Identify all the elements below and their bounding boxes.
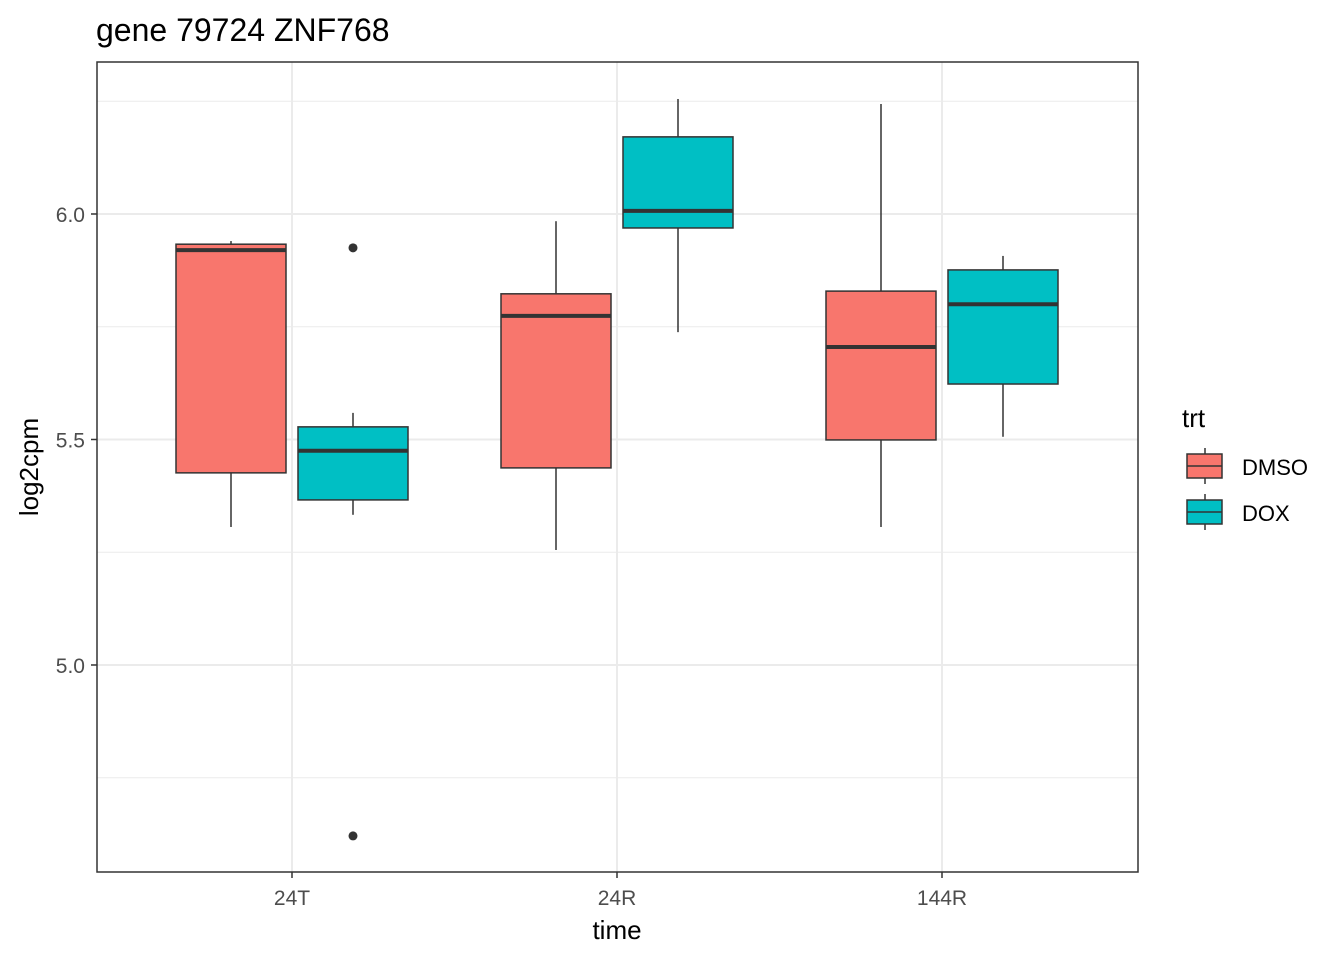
legend-label: DOX bbox=[1242, 501, 1290, 526]
y-axis-label: log2cpm bbox=[14, 418, 44, 516]
boxes bbox=[175, 98, 1059, 841]
y-tick-label: 5.0 bbox=[56, 655, 85, 678]
chart-title: gene 79724 ZNF768 bbox=[96, 12, 390, 48]
x-tick-label: 144R bbox=[917, 887, 967, 910]
box-dox-24r bbox=[622, 136, 734, 229]
legend-title: trt bbox=[1182, 403, 1206, 433]
x-axis-label: time bbox=[592, 915, 641, 945]
x-tick-label: 24R bbox=[598, 887, 637, 910]
legend: trt DMSO DOX bbox=[1182, 403, 1308, 530]
box-dmso-144r bbox=[825, 290, 937, 441]
x-tick-label: 24T bbox=[274, 887, 310, 910]
legend-label: DMSO bbox=[1242, 455, 1308, 480]
y-tick-label: 5.5 bbox=[56, 429, 85, 452]
outlier-point bbox=[348, 243, 358, 253]
y-tick-label: 6.0 bbox=[56, 204, 85, 227]
box-dmso-24r bbox=[500, 293, 612, 469]
axes: 5.0 5.5 6.0 24T 24R 144R bbox=[56, 204, 967, 910]
outlier-point bbox=[348, 831, 358, 841]
box-dmso-24t bbox=[175, 243, 287, 474]
box-dox-24t bbox=[297, 426, 409, 501]
box-dox-144r bbox=[947, 269, 1059, 385]
